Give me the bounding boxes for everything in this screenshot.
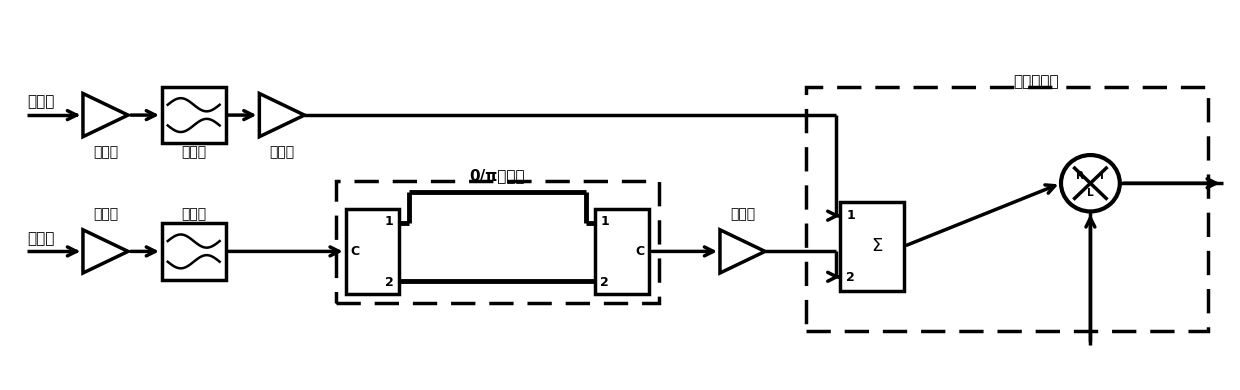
- Text: 滤波器: 滤波器: [181, 146, 206, 160]
- Text: 差信号: 差信号: [27, 231, 55, 246]
- Text: 2: 2: [847, 271, 856, 284]
- Bar: [841, 202, 904, 291]
- Text: R: R: [1075, 171, 1084, 181]
- Text: C: C: [635, 245, 645, 258]
- Text: C: C: [351, 245, 360, 258]
- Text: 低噪放: 低噪放: [730, 207, 755, 221]
- Text: 2: 2: [384, 276, 393, 289]
- Text: 滤波器: 滤波器: [181, 207, 206, 221]
- Bar: [162, 223, 226, 280]
- Text: 1: 1: [384, 215, 393, 228]
- Bar: [595, 209, 650, 294]
- Bar: [162, 87, 226, 143]
- Text: 1: 1: [600, 215, 609, 228]
- Text: 低噪放: 低噪放: [269, 146, 294, 160]
- Text: 低噪放: 低噪放: [93, 207, 118, 221]
- Polygon shape: [259, 94, 305, 137]
- Bar: [806, 87, 1208, 331]
- Text: $\Sigma$: $\Sigma$: [872, 237, 883, 255]
- Bar: [336, 181, 660, 303]
- Text: 1: 1: [847, 209, 856, 222]
- Text: 合路混频器: 合路混频器: [1013, 74, 1059, 89]
- Polygon shape: [720, 230, 765, 273]
- Text: 和信号: 和信号: [27, 94, 55, 110]
- Text: 2: 2: [600, 276, 609, 289]
- Text: L: L: [1087, 188, 1094, 198]
- Text: 低噪放: 低噪放: [93, 146, 118, 160]
- Polygon shape: [83, 230, 128, 273]
- Text: I: I: [1100, 171, 1104, 181]
- Bar: [346, 209, 399, 294]
- Polygon shape: [83, 94, 128, 137]
- Text: 0/π调制器: 0/π调制器: [470, 168, 526, 183]
